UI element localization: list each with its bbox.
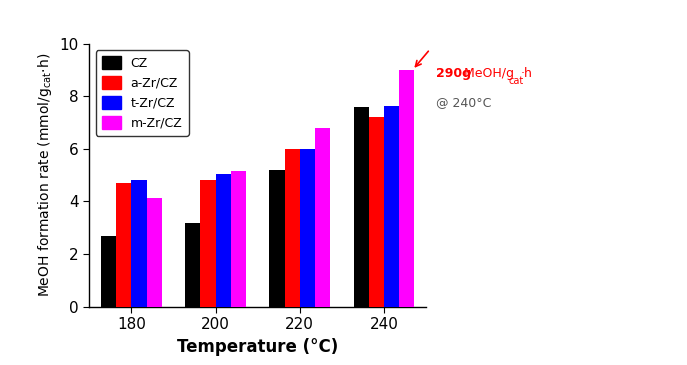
Legend: CZ, a-Zr/CZ, t-Zr/CZ, m-Zr/CZ: CZ, a-Zr/CZ, t-Zr/CZ, m-Zr/CZ (95, 50, 188, 136)
Bar (354, 107, 369, 307)
Bar (269, 170, 284, 307)
Bar (216, 174, 231, 307)
Text: MeOH/g: MeOH/g (460, 67, 515, 80)
Bar (101, 236, 116, 307)
Bar (384, 105, 399, 307)
Text: ·h: ·h (521, 67, 532, 80)
Bar (201, 180, 216, 307)
Bar (315, 128, 330, 307)
Bar (131, 180, 146, 307)
Text: 290g: 290g (436, 67, 471, 80)
Bar (146, 197, 161, 307)
Bar (284, 149, 300, 307)
Bar (116, 183, 131, 307)
Text: cat: cat (508, 76, 523, 86)
Bar (185, 223, 201, 307)
Text: @ 240°C: @ 240°C (436, 96, 492, 109)
Bar (231, 171, 246, 307)
Bar (300, 149, 315, 307)
Bar (399, 70, 414, 307)
Bar (369, 118, 384, 307)
X-axis label: Temperature (°C): Temperature (°C) (177, 338, 338, 356)
Y-axis label: MeOH formation rate (mmol/g$_{\mathregular{cat}}$$\cdot$h): MeOH formation rate (mmol/g$_{\mathregul… (36, 53, 54, 297)
